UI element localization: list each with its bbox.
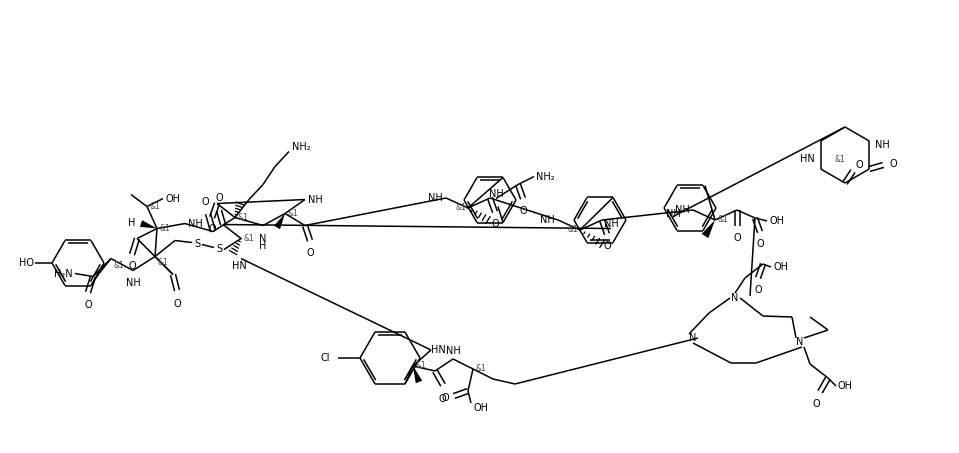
Text: NH: NH — [666, 208, 680, 218]
Text: &1: &1 — [244, 234, 255, 243]
Text: H: H — [259, 241, 267, 251]
Text: O: O — [491, 219, 499, 229]
Text: NH₂: NH₂ — [292, 141, 311, 151]
Text: NH: NH — [308, 194, 323, 204]
Text: HN: HN — [431, 345, 446, 355]
Polygon shape — [702, 220, 715, 238]
Text: O: O — [519, 206, 526, 216]
Text: O: O — [129, 260, 136, 270]
Text: &1: &1 — [834, 155, 846, 164]
Text: NH: NH — [876, 140, 890, 150]
Text: &1: &1 — [158, 257, 169, 266]
Text: OH: OH — [165, 193, 180, 203]
Text: HN: HN — [800, 154, 815, 164]
Text: HN: HN — [232, 260, 246, 270]
Text: O: O — [734, 233, 740, 243]
Text: OH: OH — [773, 262, 788, 272]
Text: N: N — [796, 337, 804, 347]
Text: NH: NH — [446, 346, 460, 356]
Text: Cl: Cl — [320, 353, 330, 363]
Text: NH: NH — [429, 193, 443, 203]
Text: NH: NH — [188, 218, 202, 228]
Text: &1: &1 — [718, 216, 729, 225]
Text: O: O — [889, 159, 897, 169]
Text: &1: &1 — [288, 209, 299, 218]
Polygon shape — [140, 220, 157, 228]
Text: HO: HO — [19, 258, 34, 268]
Text: O: O — [855, 160, 863, 170]
Text: OH: OH — [838, 381, 853, 391]
Text: &1: &1 — [149, 202, 160, 211]
Text: &1: &1 — [114, 260, 125, 270]
Text: O: O — [174, 299, 181, 308]
Text: NH: NH — [540, 215, 555, 225]
Text: O: O — [201, 197, 209, 207]
Text: S: S — [216, 244, 222, 254]
Text: &1: &1 — [160, 224, 171, 233]
Text: NH: NH — [489, 188, 503, 198]
Text: &1: &1 — [238, 213, 248, 222]
Text: O: O — [306, 247, 314, 257]
Text: NH: NH — [126, 278, 140, 288]
Text: NH: NH — [675, 205, 690, 215]
Text: S: S — [194, 239, 200, 249]
Text: NH₂: NH₂ — [536, 172, 554, 182]
Text: O: O — [757, 239, 763, 249]
Text: &1: &1 — [476, 365, 487, 373]
Text: N: N — [732, 293, 738, 303]
Text: N: N — [259, 233, 267, 244]
Text: &1: &1 — [416, 361, 427, 371]
Text: &1: &1 — [456, 203, 466, 212]
Polygon shape — [413, 366, 422, 383]
Text: O: O — [603, 241, 611, 251]
Text: OH: OH — [473, 403, 488, 413]
Text: O: O — [754, 285, 761, 295]
Text: N: N — [690, 333, 696, 343]
Text: NH: NH — [603, 218, 619, 228]
Text: H₂N: H₂N — [55, 269, 73, 279]
Text: &1: &1 — [568, 226, 578, 235]
Text: O: O — [208, 223, 216, 233]
Text: OH: OH — [769, 216, 784, 226]
Text: O: O — [441, 393, 449, 403]
Text: O: O — [438, 394, 446, 404]
Text: O: O — [84, 299, 92, 309]
Text: O: O — [215, 193, 222, 202]
Text: O: O — [812, 399, 820, 409]
Polygon shape — [274, 213, 285, 229]
Text: H: H — [128, 217, 135, 227]
